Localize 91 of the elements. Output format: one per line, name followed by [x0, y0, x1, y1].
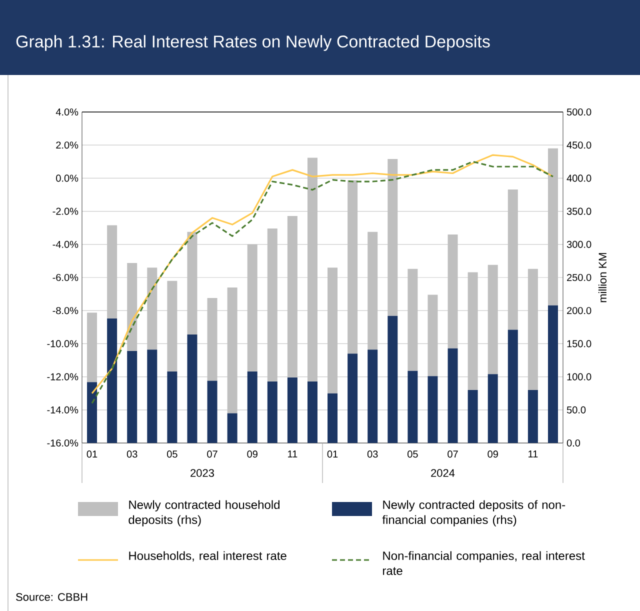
legend-label: Households, real interest rate	[129, 551, 286, 562]
bar	[328, 393, 338, 444]
bar	[468, 272, 478, 390]
y2-axis-title: million KM	[598, 253, 607, 302]
bar	[107, 318, 118, 444]
bar	[408, 370, 418, 444]
bar	[187, 334, 198, 444]
x-tick-label: 09	[247, 450, 258, 458]
bar	[488, 264, 498, 374]
bar	[307, 158, 318, 382]
bar	[388, 316, 398, 444]
bar	[448, 234, 458, 348]
y2-tick-label: 450.0	[566, 142, 592, 149]
bar	[127, 262, 138, 351]
bar	[207, 380, 218, 444]
bar	[247, 244, 258, 372]
y-tick-label: -2.0%	[52, 208, 78, 215]
x-tick-label: 01	[327, 450, 338, 458]
bar	[448, 348, 458, 444]
bar	[428, 376, 438, 444]
legend-label: Non-financial companies, real interest rate	[383, 551, 585, 576]
x-tick-label: 07	[448, 450, 458, 458]
bar	[528, 268, 538, 390]
bar	[368, 232, 378, 350]
bar	[348, 354, 358, 444]
legend-label: Newly contracted household deposits (rhs)	[128, 500, 280, 526]
y-tick-label: 4.0%	[56, 108, 78, 116]
x-tick-label: 01	[86, 450, 98, 458]
x-tick-label: 03	[126, 450, 138, 458]
x-tick-label: 09	[488, 450, 498, 458]
bar	[267, 228, 278, 382]
bar	[107, 225, 118, 319]
x-tick-label: 05	[167, 450, 178, 458]
y-tick-label: 2.0%	[56, 142, 78, 149]
x-tick-label: 07	[207, 450, 218, 458]
bar	[408, 268, 418, 371]
x-tick-label: 03	[367, 450, 378, 458]
y2-tick-label: 0.0	[566, 439, 580, 447]
bar	[267, 381, 278, 444]
bar	[488, 374, 498, 444]
y-tick-label: -14.0%	[47, 406, 78, 414]
y2-tick-label: 200.0	[567, 307, 592, 314]
bar	[307, 381, 318, 444]
bar	[207, 298, 218, 381]
text: 2024	[431, 469, 455, 477]
y2-tick-label: 400.0	[566, 174, 592, 182]
y2-tick-label: 300.0	[566, 240, 592, 248]
bar	[147, 268, 158, 350]
y2-tick-label: 250.0	[567, 274, 592, 282]
bar	[167, 372, 178, 444]
bar	[508, 189, 518, 330]
y-tick-label: -12.0%	[47, 373, 78, 380]
bar	[87, 382, 98, 444]
y2-tick-label: 100.0	[567, 373, 592, 380]
y-tick-label: -16.0%	[47, 439, 78, 447]
bar	[187, 232, 198, 334]
bar	[388, 159, 398, 316]
y-tick-label: -10.0%	[47, 340, 78, 348]
bar	[548, 148, 558, 306]
bar	[147, 350, 158, 444]
bar	[548, 305, 558, 444]
chart-title: Graph 1.31: Real Interest Rates on Newly Contracted Deposits	[16, 35, 490, 51]
y-tick-label: -8.0%	[52, 307, 78, 314]
x-tick-label: 11	[288, 450, 298, 458]
bar	[167, 280, 178, 372]
y-tick-label: 0.0%	[56, 174, 78, 182]
y2-tick-label: 500.0	[566, 108, 592, 116]
bar	[287, 377, 298, 444]
source-note: Source: CBBH	[16, 593, 88, 601]
bar	[247, 372, 258, 444]
bar	[328, 268, 338, 394]
y2-tick-label: 350.0	[566, 208, 592, 215]
y2-tick-label: 150.0	[567, 340, 592, 348]
bar	[227, 413, 238, 444]
bar	[428, 294, 438, 376]
text: 2023	[190, 469, 214, 477]
bar	[508, 330, 518, 444]
bar	[468, 390, 478, 444]
bar	[87, 312, 98, 382]
legend-label: Newly contracted deposits of non-financial companies (rhs)	[382, 500, 566, 526]
bar	[287, 216, 298, 378]
bar	[368, 350, 378, 444]
y-tick-label: -6.0%	[52, 274, 78, 282]
bar	[528, 390, 538, 444]
bar	[227, 287, 238, 414]
x-tick-label: 05	[408, 450, 418, 458]
bar	[127, 350, 138, 444]
bar	[348, 180, 358, 354]
x-tick-label: 11	[528, 450, 538, 458]
y-tick-label: -4.0%	[52, 240, 78, 248]
y2-tick-label: 50.0	[566, 406, 586, 414]
